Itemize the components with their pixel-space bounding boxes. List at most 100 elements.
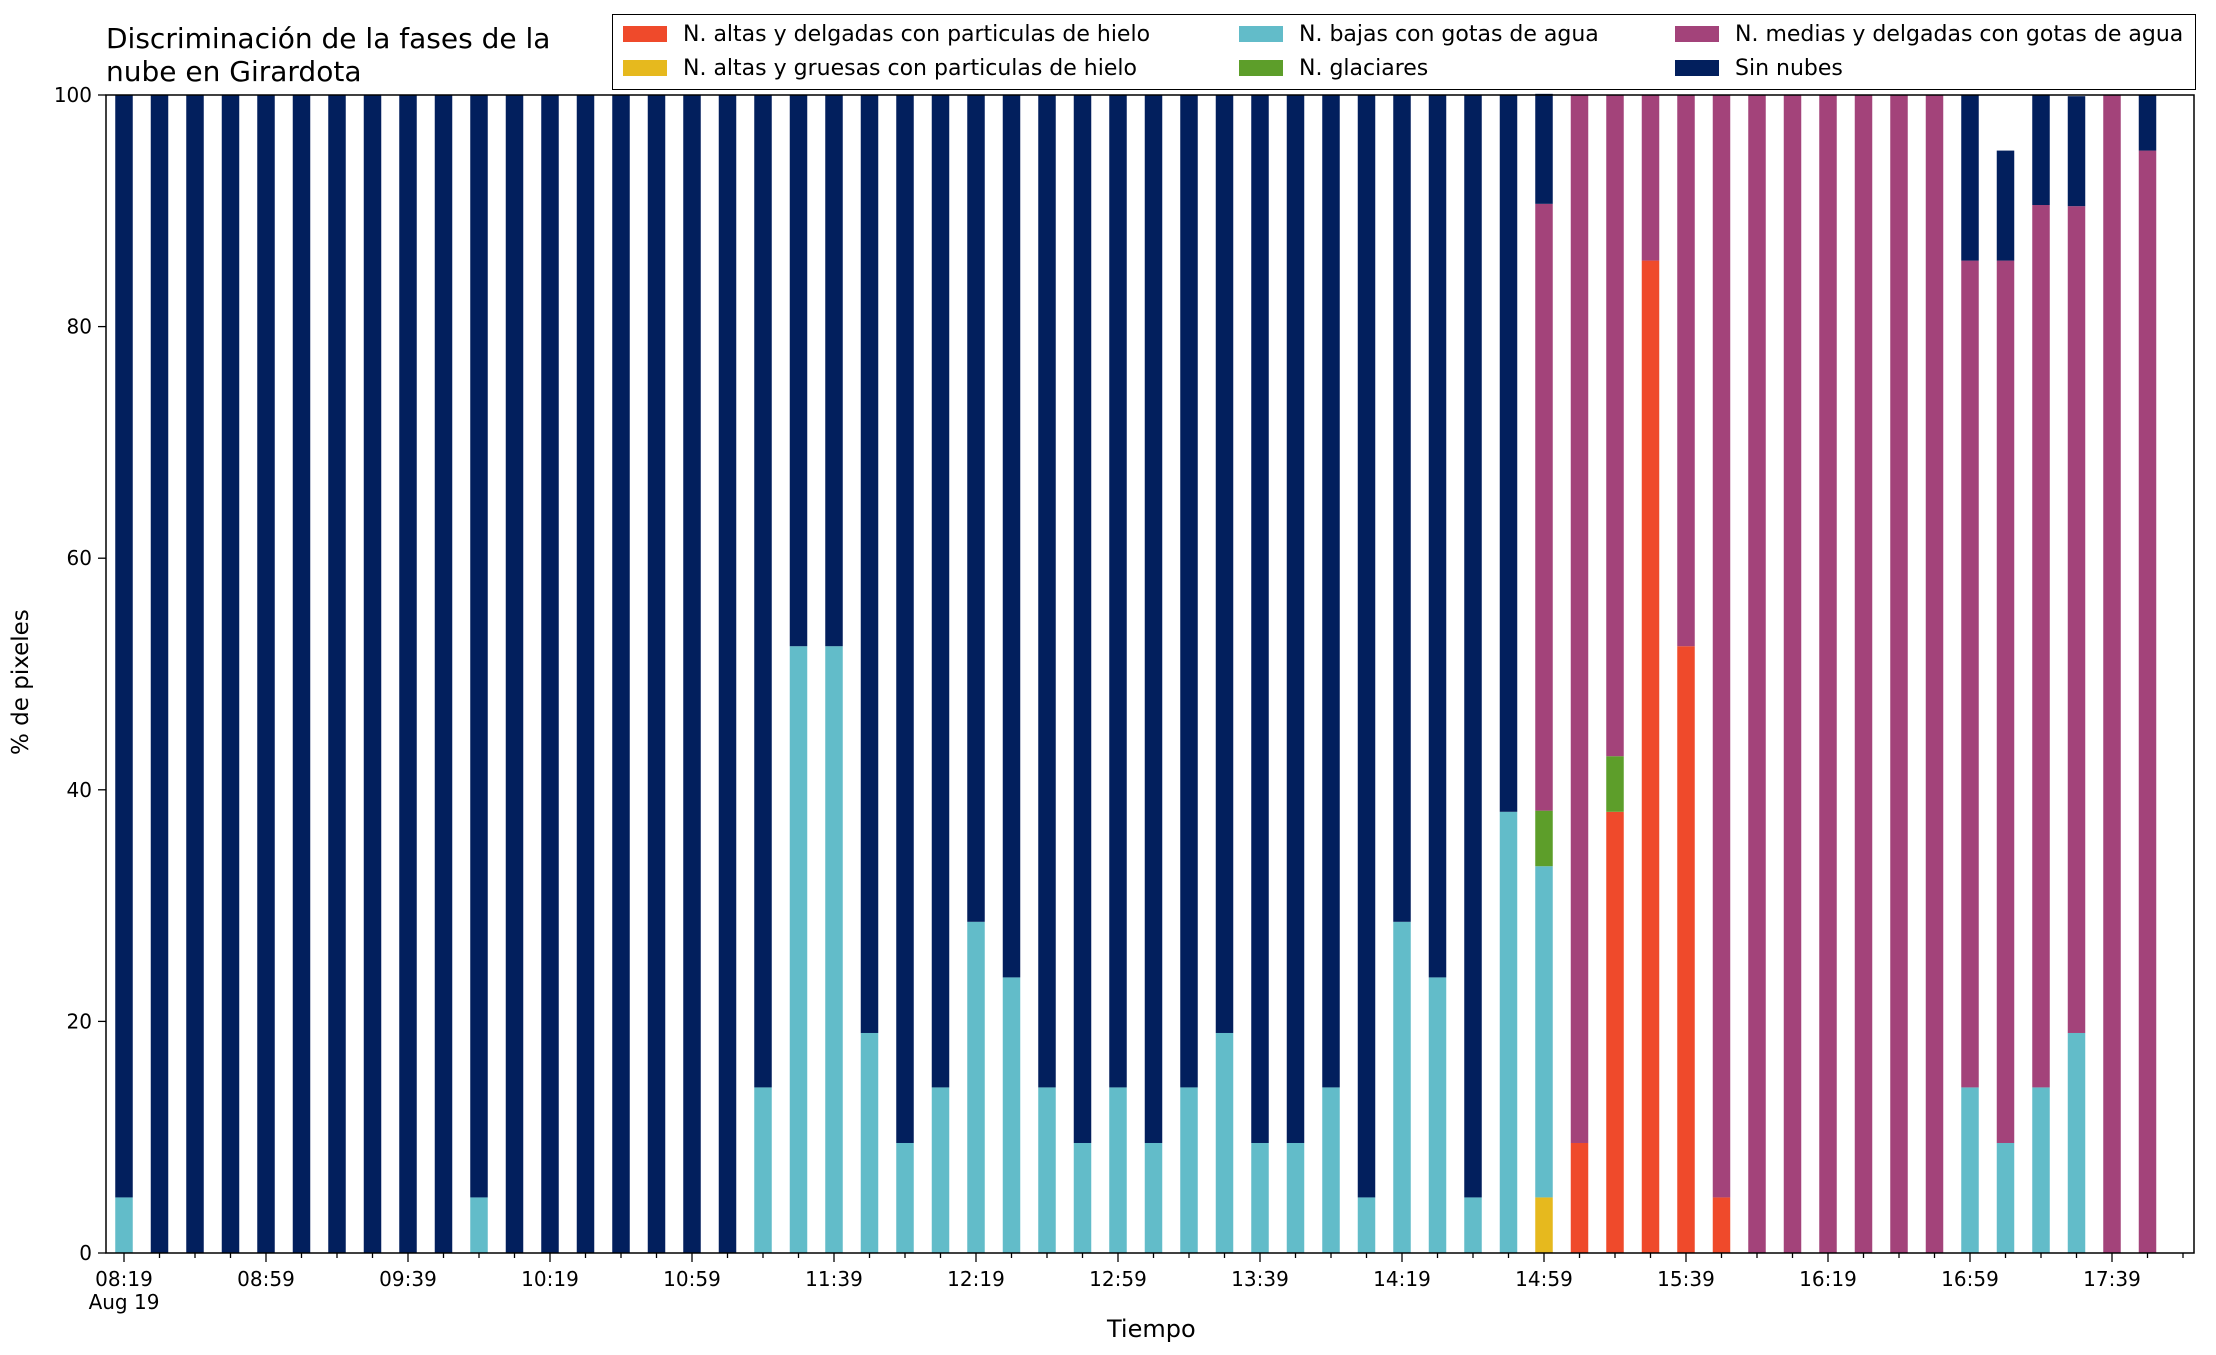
bar-segment bbox=[470, 95, 488, 1198]
bar-segment bbox=[825, 95, 843, 647]
y-tick-label: 20 bbox=[67, 1009, 92, 1033]
bar-segment bbox=[1073, 95, 1092, 1143]
x-tick-label: 16:19 bbox=[1799, 1267, 1857, 1291]
bar-segment bbox=[1961, 260, 1979, 1088]
x-tick-label: 13:39 bbox=[1231, 1267, 1289, 1291]
bar-segment bbox=[115, 95, 133, 1198]
bar-segment bbox=[1677, 646, 1695, 1253]
bar-segment bbox=[186, 95, 204, 1253]
x-axis-label: Tiempo bbox=[1107, 1315, 1196, 1343]
bar-segment bbox=[1783, 95, 1802, 1253]
chart-title: Discriminación de la fases de la nube en… bbox=[106, 22, 551, 88]
bar-segment bbox=[1038, 95, 1056, 1088]
bar-segment bbox=[2103, 95, 2121, 1253]
bar-segment bbox=[328, 95, 346, 1253]
bar-segment bbox=[1322, 1087, 1340, 1253]
bar-segment bbox=[931, 1087, 950, 1253]
bar-segment bbox=[647, 95, 666, 1253]
bar-segment bbox=[1499, 811, 1518, 1253]
bar-segment bbox=[221, 95, 240, 1253]
bar-segment bbox=[1251, 95, 1269, 1143]
legend-swatch bbox=[623, 26, 667, 42]
bar-segment bbox=[1606, 95, 1624, 757]
y-tick-label: 60 bbox=[67, 546, 92, 570]
bar-segment bbox=[1322, 95, 1340, 1088]
bar-segment bbox=[541, 95, 559, 1253]
legend-label: N. glaciares bbox=[1299, 55, 1429, 81]
chart-legend: N. altas y delgadas con particulas de hi… bbox=[612, 14, 2196, 90]
bar-segment bbox=[1180, 1087, 1198, 1253]
x-tick-label: 14:19 bbox=[1373, 1267, 1431, 1291]
bar-segment bbox=[1570, 95, 1589, 1143]
bar-segment bbox=[1570, 1142, 1589, 1253]
bar-segment bbox=[1854, 95, 1873, 1253]
bar-segment bbox=[1996, 150, 2015, 261]
bar-segment bbox=[860, 1032, 879, 1253]
bar-segment bbox=[1180, 95, 1198, 1088]
bar-segment bbox=[1712, 95, 1731, 1198]
x-tick-label: 12:19 bbox=[947, 1267, 1005, 1291]
bar-segment bbox=[1357, 1197, 1376, 1253]
bar-segment bbox=[1996, 1142, 2015, 1253]
x-tick-label: 14:59 bbox=[1515, 1267, 1573, 1291]
bar-segment bbox=[2067, 96, 2086, 207]
bar-segment bbox=[1002, 977, 1021, 1253]
legend-label: N. altas y delgadas con particulas de hi… bbox=[683, 21, 1151, 47]
bar-segment bbox=[1712, 1197, 1731, 1253]
x-tick-label: 08:59 bbox=[237, 1267, 295, 1291]
bar-segment bbox=[931, 95, 950, 1088]
bar-segment bbox=[1961, 95, 1979, 261]
bar-segment bbox=[1535, 810, 1553, 867]
bar-segment bbox=[1641, 95, 1660, 261]
x-tick-label: 09:39 bbox=[379, 1267, 437, 1291]
x-tick-label: 10:19 bbox=[521, 1267, 579, 1291]
bar-segment bbox=[1286, 95, 1305, 1143]
bar-segment bbox=[576, 95, 595, 1253]
legend-label: N. medias y delgadas con gotas de agua bbox=[1735, 21, 2184, 47]
bar-segment bbox=[1535, 203, 1553, 811]
bar-segment bbox=[1286, 1142, 1305, 1253]
bar-segment bbox=[363, 95, 382, 1253]
bar-segment bbox=[1073, 1142, 1092, 1253]
bar-segment bbox=[2138, 95, 2157, 151]
bar-segment bbox=[1464, 95, 1482, 1198]
bar-segment bbox=[2138, 150, 2157, 1254]
bar-segment bbox=[2032, 1087, 2050, 1253]
bar-segment bbox=[2032, 95, 2050, 206]
legend-swatch bbox=[1675, 60, 1719, 76]
legend-label: Sin nubes bbox=[1735, 55, 1843, 81]
bar-segment bbox=[292, 95, 311, 1253]
x-tick-label: 12:59 bbox=[1089, 1267, 1147, 1291]
legend-swatch bbox=[623, 60, 667, 76]
legend-item: N. altas y delgadas con particulas de hi… bbox=[623, 19, 1150, 49]
legend-label: N. bajas con gotas de agua bbox=[1299, 21, 1599, 47]
x-tick-label: 15:39 bbox=[1657, 1267, 1715, 1291]
bar-segment bbox=[1535, 1197, 1553, 1253]
bar-segment bbox=[1819, 95, 1837, 1253]
bar-segment bbox=[896, 1142, 914, 1253]
bar-segment bbox=[825, 646, 843, 1253]
bar-segment bbox=[1606, 811, 1624, 1253]
bar-segment bbox=[718, 95, 737, 1253]
bar-segment bbox=[1109, 95, 1127, 1088]
bar-segment bbox=[399, 95, 417, 1253]
x-tick-label: 10:59 bbox=[663, 1267, 721, 1291]
bar-segment bbox=[1144, 95, 1163, 1143]
bar-segment bbox=[1357, 95, 1376, 1198]
bar-segment bbox=[789, 95, 808, 647]
bar-segment bbox=[1890, 95, 1908, 1253]
legend-item: N. altas y gruesas con particulas de hie… bbox=[623, 53, 1137, 83]
bar-segment bbox=[1144, 1142, 1163, 1253]
bar-segment bbox=[754, 95, 772, 1088]
bar-segment bbox=[1393, 95, 1411, 922]
legend-item: N. medias y delgadas con gotas de agua bbox=[1675, 19, 2183, 49]
bar-segment bbox=[470, 1197, 488, 1253]
x-tick-label: 08:19 bbox=[95, 1267, 153, 1291]
bar-segment bbox=[1535, 866, 1553, 1198]
bar-segment bbox=[754, 1087, 772, 1253]
bar-segment bbox=[115, 1197, 133, 1253]
bar-segment bbox=[2032, 205, 2050, 1088]
bar-segment bbox=[612, 95, 630, 1253]
